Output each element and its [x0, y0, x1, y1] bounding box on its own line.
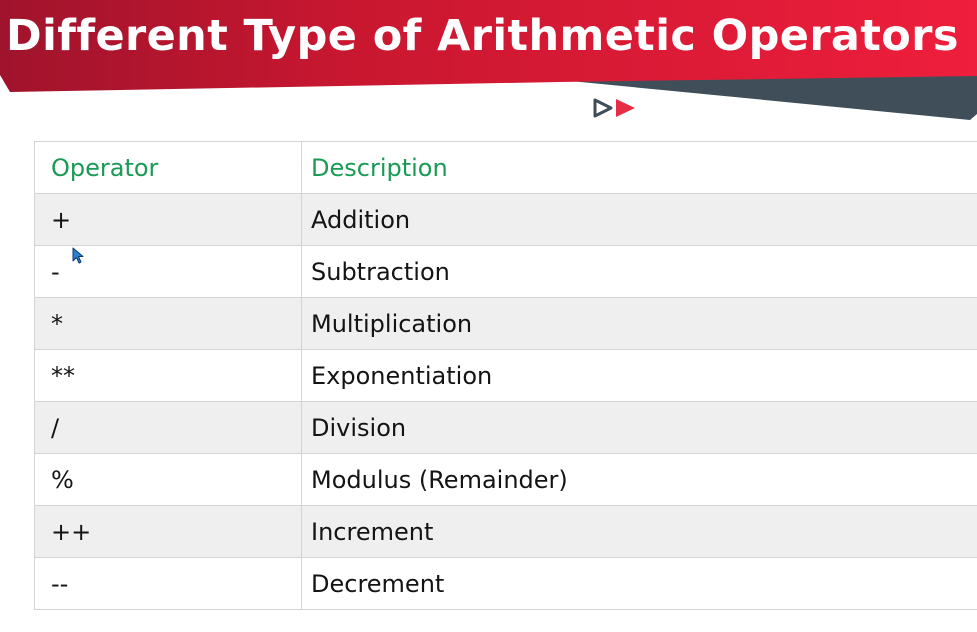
description-cell: Subtraction	[301, 245, 977, 298]
description-cell: Modulus (Remainder)	[301, 453, 977, 506]
table-row: % Modulus (Remainder)	[34, 453, 977, 506]
description-cell: Increment	[301, 505, 977, 558]
table-header-row: Operator Description	[34, 141, 977, 194]
description-cell: Exponentiation	[301, 349, 977, 402]
title-banner: Different Type of Arithmetic Operators :	[0, 0, 977, 125]
description-cell: Division	[301, 401, 977, 454]
banner-red-band	[0, 0, 977, 92]
description-cell: Decrement	[301, 557, 977, 610]
slide-title: Different Type of Arithmetic Operators :	[6, 11, 977, 61]
description-column-header: Description	[301, 141, 977, 194]
operator-cell: ++	[34, 505, 302, 558]
operator-cell: *	[34, 297, 302, 350]
banner-shapes	[0, 0, 977, 120]
operator-cell: **	[34, 349, 302, 402]
table-row: - Subtraction	[34, 245, 977, 298]
operators-table: Operator Description + Addition - Subtra…	[34, 141, 977, 610]
table-row: ++ Increment	[34, 505, 977, 558]
banner-dark-wedge	[560, 74, 977, 120]
description-cell: Addition	[301, 193, 977, 246]
table-row: * Multiplication	[34, 297, 977, 350]
table-row: / Division	[34, 401, 977, 454]
operator-column-header: Operator	[34, 141, 302, 194]
table-row: + Addition	[34, 193, 977, 246]
operator-cell: --	[34, 557, 302, 610]
table-row: -- Decrement	[34, 557, 977, 610]
operator-cell: %	[34, 453, 302, 506]
play-logo-icon	[593, 98, 635, 118]
description-cell: Multiplication	[301, 297, 977, 350]
operator-cell: +	[34, 193, 302, 246]
operator-cell: /	[34, 401, 302, 454]
mouse-pointer-icon	[72, 247, 84, 264]
table-row: ** Exponentiation	[34, 349, 977, 402]
